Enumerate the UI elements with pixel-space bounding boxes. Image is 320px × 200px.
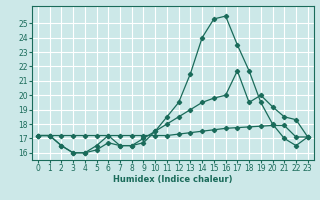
X-axis label: Humidex (Indice chaleur): Humidex (Indice chaleur) <box>113 175 233 184</box>
